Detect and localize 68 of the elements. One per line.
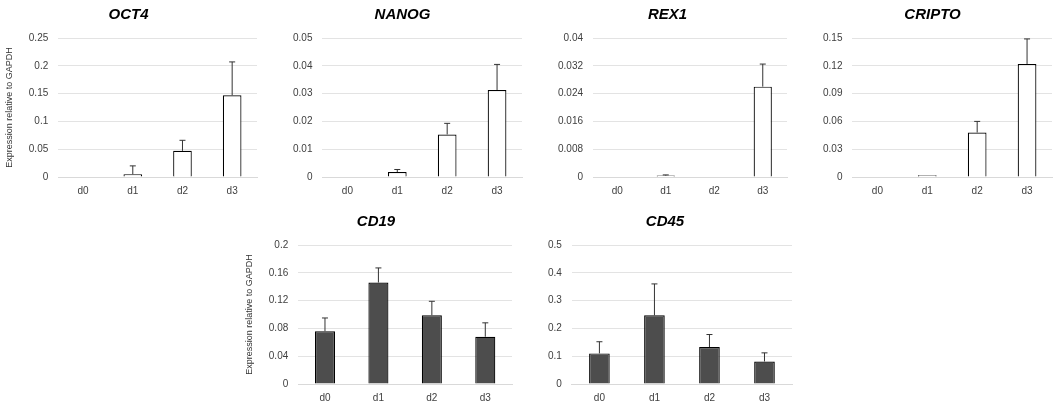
y-tick-label: 0 bbox=[577, 170, 584, 182]
y-tick-label: 0.5 bbox=[548, 238, 563, 250]
x-tick-label: d1 bbox=[648, 391, 661, 403]
y-tick-label: 0.2 bbox=[548, 322, 563, 334]
chart-title: CD19 bbox=[356, 212, 396, 230]
y-tick-label: 0.04 bbox=[292, 59, 313, 71]
y-tick-label: 0.04 bbox=[563, 31, 584, 43]
x-tick-label: d0 bbox=[341, 184, 354, 196]
y-tick-label: 0.03 bbox=[822, 142, 843, 154]
y-tick-label: 0.3 bbox=[548, 294, 563, 306]
x-tick-label: d1 bbox=[921, 184, 934, 196]
y-tick-label: 0.06 bbox=[822, 115, 843, 127]
x-tick-label: d2 bbox=[426, 391, 438, 403]
x-tick-label: d3 bbox=[491, 184, 504, 196]
y-tick-label: 0.25 bbox=[28, 31, 49, 43]
y-tick-label: 0.08 bbox=[268, 322, 289, 334]
y-tick-label: 0 bbox=[836, 170, 843, 182]
x-tick-label: d0 bbox=[77, 184, 90, 196]
y-tick-label: 0.2 bbox=[34, 59, 49, 71]
x-tick-label: d1 bbox=[127, 184, 139, 196]
y-tick-label: 0.016 bbox=[557, 115, 584, 127]
x-tick-label: d2 bbox=[176, 184, 189, 196]
y-tick-label: 0.4 bbox=[548, 266, 563, 278]
y-tick-label: 0.1 bbox=[548, 349, 563, 361]
x-tick-label: d0 bbox=[593, 391, 606, 403]
x-tick-label: d0 bbox=[871, 184, 884, 196]
x-tick-label: d0 bbox=[319, 391, 331, 403]
y-tick-label: 0.16 bbox=[268, 266, 289, 278]
y-tick-label: 0.032 bbox=[557, 59, 584, 71]
y-tick-label: 0.05 bbox=[292, 31, 313, 43]
y-tick-label: 0 bbox=[42, 170, 49, 182]
x-tick-label: d3 bbox=[479, 391, 492, 403]
y-tick-label: 0.05 bbox=[28, 142, 49, 154]
y-tick-label: 0.09 bbox=[822, 87, 843, 99]
x-tick-label: d3 bbox=[226, 184, 239, 196]
y-tick-label: 0.024 bbox=[557, 87, 584, 99]
y-tick-label: 0.15 bbox=[822, 31, 843, 43]
y-tick-label: 0 bbox=[306, 170, 313, 182]
x-tick-label: d2 bbox=[708, 184, 721, 196]
x-tick-label: d1 bbox=[391, 184, 404, 196]
chart-title: NANOG bbox=[374, 5, 431, 23]
chart-title: CD45 bbox=[645, 212, 685, 230]
x-tick-label: d3 bbox=[1021, 184, 1034, 196]
x-tick-label: d3 bbox=[757, 184, 769, 196]
x-tick-label: d1 bbox=[372, 391, 385, 403]
y-tick-label: 0.12 bbox=[822, 59, 843, 71]
y-tick-label: 0 bbox=[556, 377, 563, 389]
y-tick-label: 0.1 bbox=[34, 115, 49, 127]
y-tick-label: 0.2 bbox=[274, 238, 289, 250]
chart-title: REX1 bbox=[647, 5, 688, 23]
y-tick-label: 0 bbox=[282, 377, 289, 389]
x-tick-label: d2 bbox=[703, 391, 716, 403]
x-tick-label: d2 bbox=[441, 184, 454, 196]
x-tick-label: d3 bbox=[758, 391, 771, 403]
y-axis-title: Expression relative to GAPDH bbox=[243, 254, 254, 375]
chart-title: CRIPTO bbox=[904, 5, 962, 23]
y-tick-label: 0.02 bbox=[292, 115, 313, 127]
x-tick-label: d2 bbox=[971, 184, 984, 196]
y-axis-title: Expression relative to GAPDH bbox=[3, 47, 14, 168]
x-tick-label: d0 bbox=[611, 184, 624, 196]
y-tick-label: 0.12 bbox=[268, 294, 289, 306]
y-tick-label: 0.03 bbox=[292, 87, 313, 99]
y-tick-label: 0.15 bbox=[28, 87, 49, 99]
y-tick-label: 0.01 bbox=[292, 142, 313, 154]
y-tick-label: 0.04 bbox=[268, 349, 289, 361]
x-tick-label: d1 bbox=[660, 184, 672, 196]
chart-title: OCT4 bbox=[108, 5, 150, 23]
y-tick-label: 0.008 bbox=[557, 142, 584, 154]
